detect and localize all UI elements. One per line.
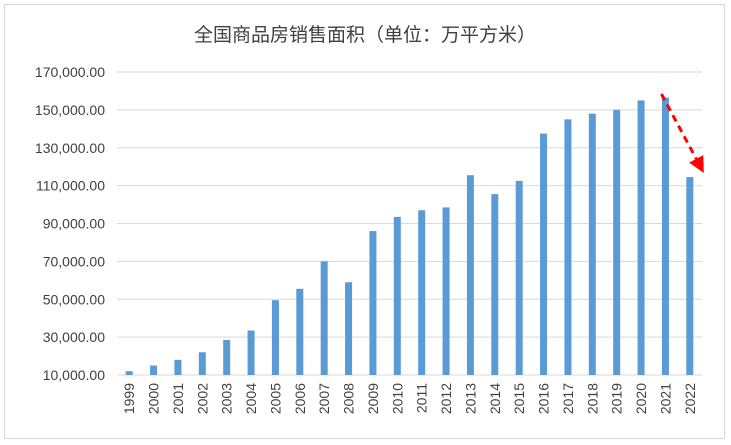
y-tick-label: 10,000.00	[43, 367, 105, 383]
chart-frame: 全国商品房销售面积（单位：万平方米） 10,000.00 30,000.00 50,…	[4, 4, 725, 439]
x-tick-label: 2019	[609, 383, 625, 414]
x-tick-label: 2013	[462, 383, 478, 414]
x-tick-label: 1999	[121, 383, 137, 414]
bar-2014	[491, 194, 499, 375]
bar-2021	[661, 97, 669, 376]
bar-2013	[466, 175, 474, 375]
bar-2004	[247, 330, 255, 375]
y-tick-label: 70,000.00	[43, 253, 105, 269]
x-tick-label: 2005	[267, 383, 283, 414]
x-tick-label: 2004	[243, 383, 259, 414]
bar-2012	[442, 207, 450, 375]
x-tick-label: 2002	[194, 383, 210, 414]
x-axis: 1999 2000 2001 2002 2003 2004 2005 2006 2007 2008…	[121, 383, 698, 414]
bar-2016	[540, 133, 548, 375]
y-tick-label: 130,000.00	[35, 140, 105, 156]
x-tick-label: 2017	[560, 383, 576, 414]
y-tick-label: 30,000.00	[43, 329, 105, 345]
y-tick-label: 150,000.00	[35, 102, 105, 118]
x-tick-label: 2016	[536, 383, 552, 414]
x-tick-label: 2000	[146, 383, 162, 414]
x-tick-label: 2008	[341, 383, 357, 414]
x-tick-label: 2020	[633, 383, 649, 414]
x-tick-label: 2022	[682, 383, 698, 414]
y-tick-label: 170,000.00	[35, 64, 105, 80]
bar-2000	[150, 365, 158, 375]
bar-2017	[564, 119, 572, 375]
bar-2008	[345, 282, 353, 375]
bar-2005	[271, 300, 279, 375]
annotation-layer	[660, 93, 704, 173]
bar-2002	[198, 352, 206, 375]
bar-2022	[686, 177, 694, 375]
trend-arrow-head	[689, 155, 704, 173]
x-tick-label: 2015	[511, 383, 527, 414]
y-tick-label: 50,000.00	[43, 291, 105, 307]
grid-layer	[117, 71, 702, 376]
bar-2019	[613, 109, 621, 375]
bar-2003	[223, 339, 231, 375]
x-tick-label: 2003	[219, 383, 235, 414]
y-tick-label: 90,000.00	[43, 216, 105, 232]
x-tick-label: 2001	[170, 383, 186, 414]
x-tick-label: 2009	[365, 383, 381, 414]
x-tick-label: 2010	[389, 383, 405, 414]
bar-1999	[125, 371, 133, 375]
x-tick-label: 2007	[316, 383, 332, 414]
x-tick-label: 2014	[487, 383, 503, 414]
y-axis: 10,000.00 30,000.00 50,000.00 70,000.00 90,0…	[35, 64, 105, 383]
bar-2020	[637, 100, 645, 375]
bar-2009	[369, 231, 377, 375]
chart-svg: 全国商品房销售面积（单位：万平方米） 10,000.00 30,000.00 50,…	[35, 24, 704, 414]
x-tick-label: 2018	[584, 383, 600, 414]
bar-2010	[393, 216, 401, 375]
bar-2018	[588, 113, 596, 375]
y-tick-label: 110,000.00	[36, 178, 105, 194]
bar-2015	[515, 180, 523, 375]
bar-layer	[125, 97, 694, 376]
trend-arrow-shaft	[660, 93, 698, 160]
bar-2011	[418, 210, 426, 375]
bar-2006	[296, 288, 304, 375]
x-tick-label: 2021	[657, 383, 673, 414]
x-tick-label: 2006	[292, 383, 308, 414]
bar-2007	[320, 261, 328, 375]
chart-title: 全国商品房销售面积（单位：万平方米）	[194, 24, 536, 46]
x-tick-label: 2011	[414, 383, 430, 413]
bar-2001	[174, 359, 182, 375]
x-tick-label: 2012	[438, 383, 454, 414]
